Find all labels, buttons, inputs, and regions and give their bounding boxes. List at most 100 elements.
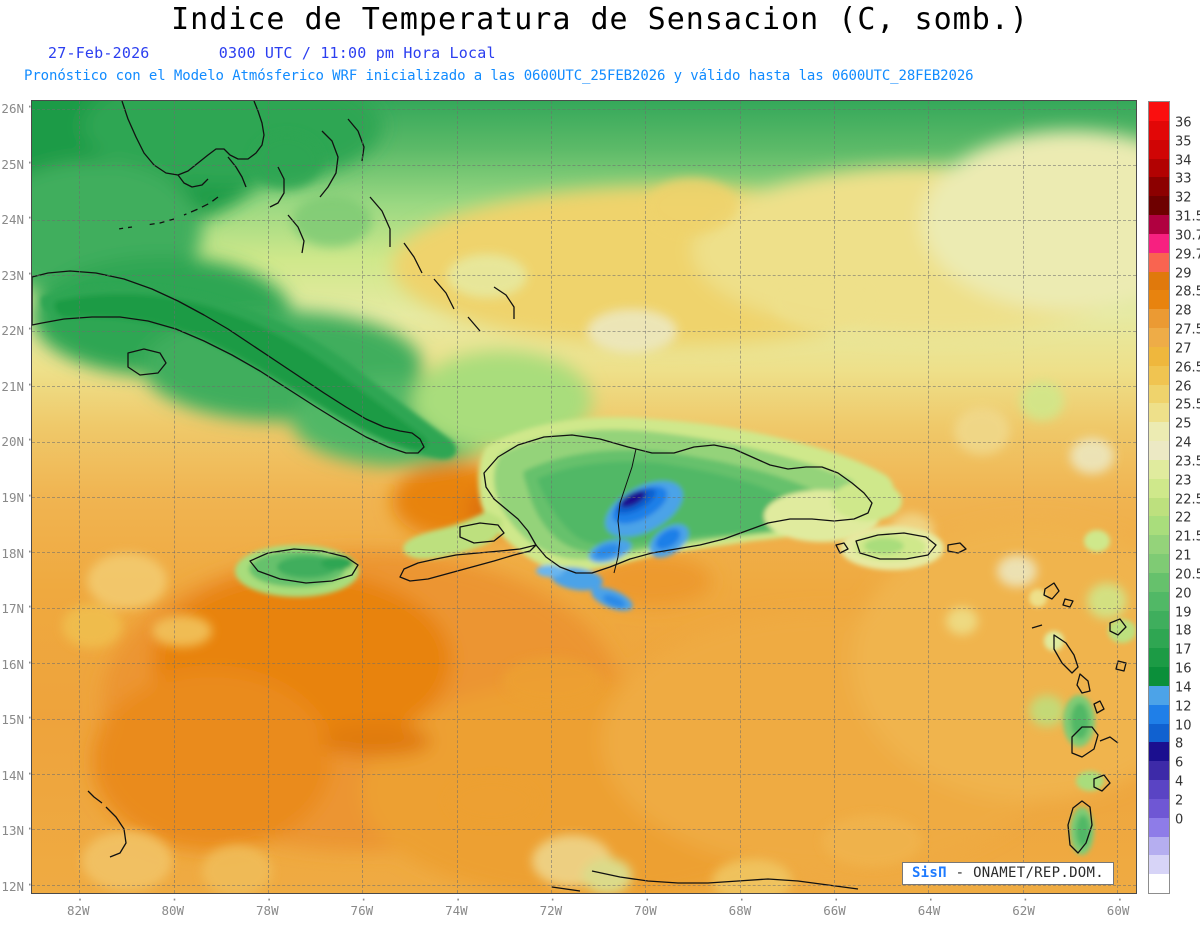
colorbar-swatch-32 [1149, 704, 1169, 724]
colorbar-swatch-40 [1149, 855, 1169, 875]
x-tick-label-70W: 70W [634, 903, 657, 918]
x-tick-mark-74W: · [454, 892, 462, 907]
y-tick-label-18N: 18N [1, 545, 24, 561]
colorbar-swatch-1 [1149, 120, 1169, 141]
x-tick-mark-78W: · [265, 892, 273, 907]
x-tick-label-68W: 68W [728, 903, 752, 918]
x-tick-mark-60W: · [1116, 892, 1124, 907]
x-tick-mark-68W: · [737, 892, 746, 907]
colorbar-tick-22: 22 [1175, 510, 1192, 526]
x-tick-mark-72W: · [548, 892, 557, 907]
colorbar-swatch-2 [1149, 139, 1169, 159]
x-tick-label-64W: 64W [917, 903, 941, 918]
y-tick-label-23N: 23N [1, 267, 24, 283]
colorbar-tick-22.5: 22.5 [1175, 492, 1200, 507]
colorbar-swatch-35 [1149, 761, 1169, 781]
y-tick-mark-19N: · [26, 488, 34, 503]
x-tick-mark-62W: · [1021, 892, 1030, 907]
colorbar-tick-25: 25 [1175, 416, 1192, 432]
hispaniola-thermal-pattern [403, 417, 902, 611]
attribution-text: - ONAMET/REP.DOM. [955, 865, 1104, 881]
colorbar-swatch-17 [1149, 422, 1169, 442]
colorbar-tick-26.5: 26.5 [1175, 360, 1200, 376]
x-tick-label-72W: 72W [539, 903, 563, 918]
colorbar-tick-16: 16 [1175, 661, 1192, 677]
y-tick-label-13N: 13N [1, 823, 24, 839]
forecast-time: 0300 UTC / 11:00 pm Hora Local [218, 44, 496, 62]
colorbar-swatch-19 [1149, 459, 1169, 480]
colorbar-tick-21.5: 21.5 [1175, 529, 1200, 545]
y-tick-mark-21N: · [26, 376, 34, 392]
y-tick-mark-24N: · [26, 210, 34, 226]
colorbar-swatch-34 [1149, 742, 1169, 762]
colorbar-swatch-39 [1149, 836, 1169, 856]
x-tick-label-66W: 66W [823, 903, 846, 918]
colorbar-tick-25.5: 25.5 [1175, 397, 1200, 413]
y-tick-label-24N: 24N [1, 212, 24, 228]
colorbar-tick-4: 4 [1175, 774, 1184, 790]
colorbar-swatch-15 [1149, 384, 1169, 404]
colorbar-swatch-18 [1149, 441, 1169, 461]
colorbar-legend[interactable]: 36 35 34 33 32 31.5 30.7 29.7 29 28.5 28 27.5 27 26.5… [1148, 101, 1200, 894]
colorbar-tick-2: 2 [1175, 793, 1184, 809]
colorbar-tick-23: 23 [1175, 473, 1192, 489]
colorbar-tick-35: 35 [1175, 134, 1192, 150]
y-tick-label-12N: 12N [1, 878, 24, 894]
colorbar-tick-27: 27 [1175, 341, 1192, 357]
x-tick-mark-82W: · [76, 892, 84, 907]
y-tick-mark-17N: · [26, 599, 34, 615]
attribution-badge: SisΠ - ONAMET/REP.DOM. [901, 862, 1114, 885]
sis-brand-label: SisΠ [911, 865, 947, 881]
y-tick-label-22N: 22N [1, 323, 24, 339]
colorbar-tick-6: 6 [1175, 755, 1184, 771]
x-tick-mark-76W: · [359, 892, 368, 907]
colorbar-swatch-31 [1149, 685, 1169, 706]
colorbar-tick-27.5: 27.5 [1175, 322, 1200, 338]
coastline-overlay [32, 101, 1127, 892]
colorbar-swatch-36 [1149, 780, 1169, 800]
colorbar-swatch-28 [1149, 629, 1169, 649]
colorbar-swatch-30 [1149, 667, 1169, 687]
y-tick-mark-15N: · [26, 710, 34, 726]
colorbar-swatch-27 [1149, 610, 1169, 630]
y-tick-mark-12N: · [26, 876, 34, 892]
colorbar-tick-17: 17 [1175, 642, 1192, 658]
colorbar-swatch-37 [1149, 798, 1169, 819]
colorbar-swatch-24 [1149, 554, 1169, 574]
y-tick-mark-13N: · [26, 821, 34, 837]
forecast-date: 27-Feb-2026 [48, 44, 150, 62]
x-tick-mark-66W: · [832, 892, 841, 907]
y-tick-label-21N: 21N [1, 378, 24, 394]
colorbar-tick-14: 14 [1175, 680, 1192, 696]
x-tick-label-78W: 78W [256, 903, 279, 918]
shaded-field-detail [62, 133, 1127, 893]
y-tick-label-15N: 15N [1, 712, 24, 728]
colorbar-swatch-4 [1149, 177, 1169, 197]
y-tick-label-26N: 26N [1, 101, 24, 117]
page-title: Indice de Temperatura de Sensacion (C, s… [171, 2, 1029, 37]
colorbar-swatch-5 [1149, 196, 1169, 216]
colorbar-tick-36: 36 [1175, 115, 1192, 131]
valid-time-row: 27-Feb-2026 0300 UTC / 11:00 pm Hora Loc… [48, 44, 496, 62]
x-tick-label-80W: 80W [161, 903, 185, 918]
y-tick-mark-25N: · [26, 154, 34, 170]
colorbar-swatch-26 [1149, 591, 1169, 611]
colorbar-tick-29: 29 [1175, 266, 1192, 281]
x-tick-label-60W: 60W [1106, 903, 1130, 918]
cuba-thermal-pattern [40, 285, 457, 460]
y-tick-label-25N: 25N [1, 156, 24, 172]
y-tick-mark-18N: · [26, 543, 34, 559]
x-tick-mark-80W: · [170, 892, 179, 907]
y-tick-label-17N: 17N [1, 601, 24, 617]
colorbar-tick-33: 33 [1175, 171, 1192, 187]
colorbar-swatch-41 [1149, 874, 1169, 894]
map-plot-area[interactable]: SisΠ - ONAMET/REP.DOM. [31, 100, 1137, 894]
y-tick-mark-23N: · [26, 265, 34, 281]
colorbar-tick-31.5: 31.5 [1175, 209, 1200, 225]
colorbar-swatch-13 [1149, 346, 1169, 367]
y-tick-mark-22N: · [26, 321, 34, 337]
colorbar-swatch-11 [1149, 309, 1169, 329]
colorbar-tick-20.5: 20.5 [1175, 567, 1200, 583]
y-tick-label-19N: 19N [1, 490, 24, 505]
colorbar-swatch-6 [1149, 215, 1169, 235]
